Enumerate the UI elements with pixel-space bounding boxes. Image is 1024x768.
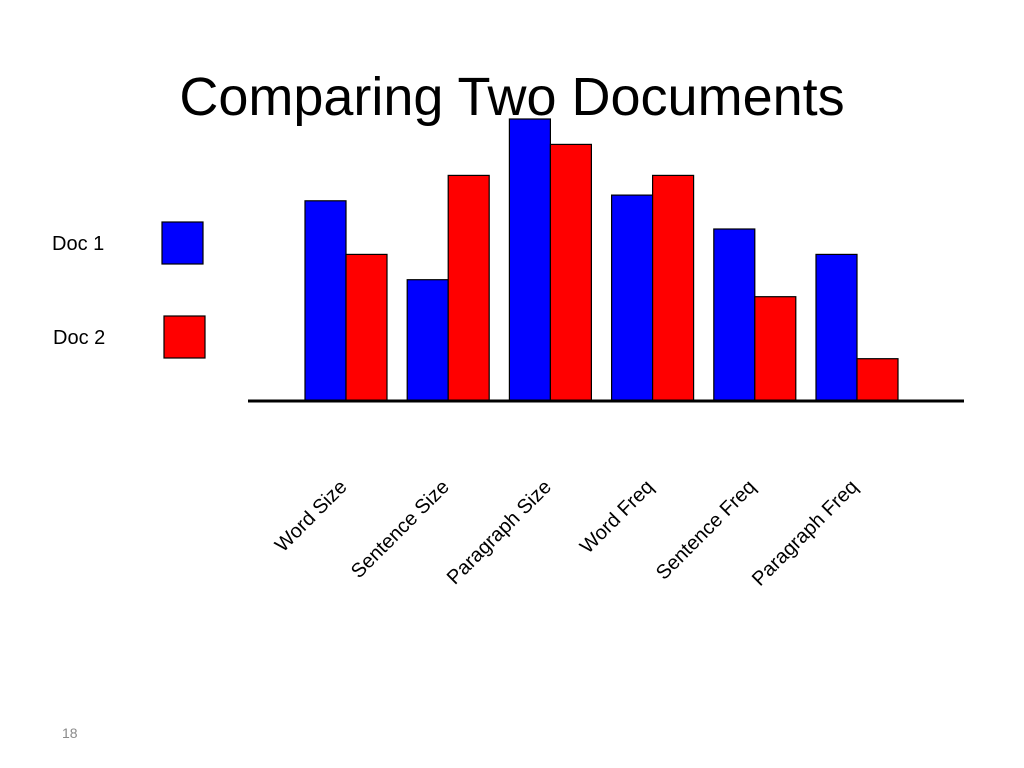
bar-doc-2-word-size bbox=[345, 253, 388, 402]
tick-label-sentence-size: Sentence Size bbox=[347, 476, 454, 583]
legend-swatch-doc-2 bbox=[163, 315, 206, 359]
bar-doc-1-paragraph-size bbox=[508, 118, 551, 402]
tick-label-paragraph-freq: Paragraph Freq bbox=[748, 476, 863, 591]
bar-doc-1-word-size bbox=[304, 200, 347, 402]
bar-doc-1-sentence-size bbox=[406, 279, 449, 402]
tick-label-word-size: Word Size bbox=[271, 476, 352, 557]
tick-label-sentence-freq: Sentence Freq bbox=[652, 476, 760, 584]
slide-title: Comparing Two Documents bbox=[179, 67, 845, 127]
legend-label-doc-2: Doc 2 bbox=[53, 327, 105, 349]
bar-doc-1-word-freq bbox=[610, 194, 654, 402]
legend-swatch-doc-1 bbox=[161, 221, 204, 265]
chart-legend: Doc 1 Doc 2 bbox=[52, 221, 206, 359]
tick-label-paragraph-size: Paragraph Size bbox=[443, 476, 556, 589]
bar-doc-1-sentence-freq bbox=[713, 228, 756, 402]
bar-doc-2-sentence-freq bbox=[754, 296, 797, 402]
chart-bars bbox=[304, 118, 899, 402]
bar-doc-2-sentence-size bbox=[447, 174, 490, 402]
slide-number: 18 bbox=[62, 725, 78, 741]
tick-label-word-freq: Word Freq bbox=[576, 476, 658, 558]
bar-doc-2-word-freq bbox=[651, 174, 695, 402]
legend-label-doc-1: Doc 1 bbox=[52, 233, 104, 255]
bar-doc-2-paragraph-freq bbox=[856, 358, 899, 402]
bar-doc-1-paragraph-freq bbox=[815, 253, 858, 402]
bar-doc-2-paragraph-size bbox=[549, 143, 593, 402]
